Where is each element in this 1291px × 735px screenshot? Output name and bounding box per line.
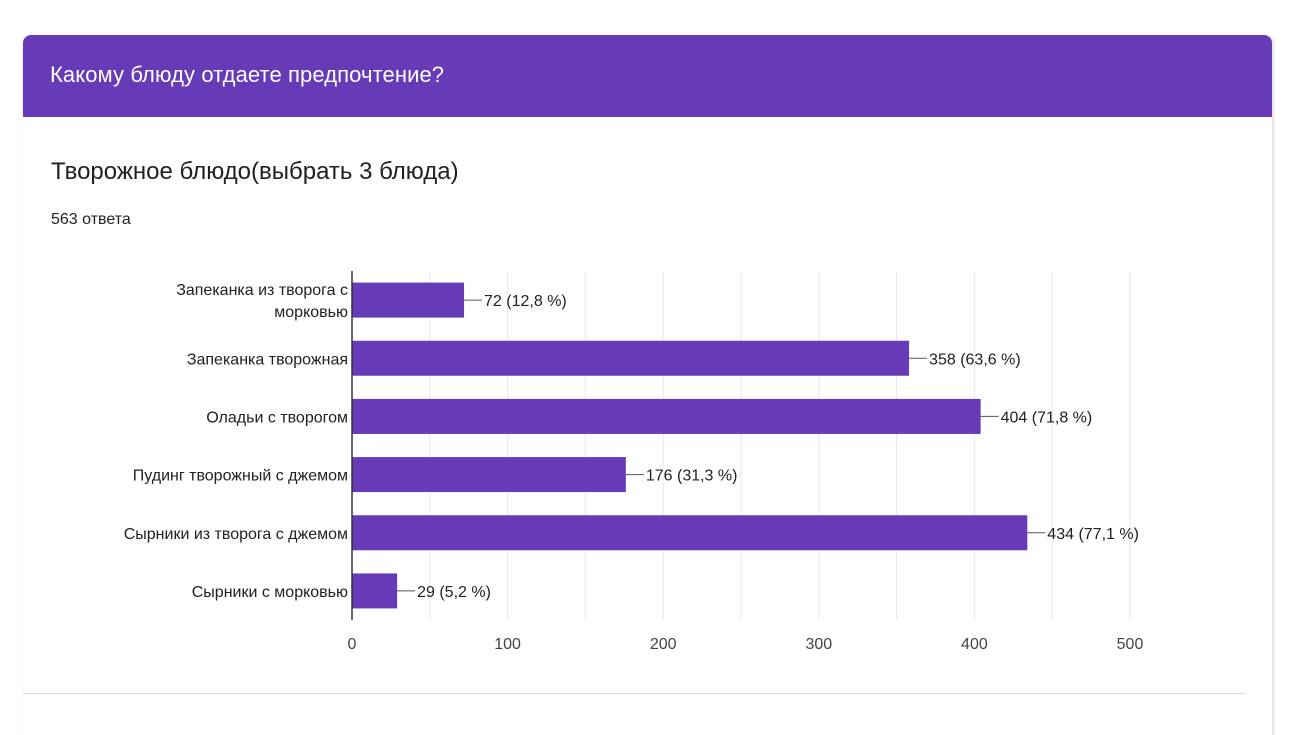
category-label: Запеканка творожная: [187, 351, 348, 368]
bar: [352, 573, 398, 609]
x-tick-label: 100: [494, 636, 521, 653]
data-label: 404 (71,8 %): [1001, 409, 1093, 426]
x-tick-label: 400: [961, 636, 988, 653]
divider: [23, 693, 1245, 694]
x-tick-label: 0: [348, 636, 357, 653]
data-label: 434 (77,1 %): [1047, 526, 1139, 543]
bar-chart: 0 100 200 300 400 500 72 (12,8 %) Запеканка из …: [124, 271, 1144, 653]
data-label: 358 (63,6 %): [929, 351, 1021, 368]
category-label: Сырники с морковью: [192, 584, 348, 601]
bar: [352, 457, 626, 493]
bar: [352, 398, 981, 434]
category-label: Сырники из творога с джемом: [124, 526, 348, 543]
section-title: Какому блюду отдаете предпочтение?: [50, 62, 445, 87]
data-label: 29 (5,2 %): [417, 584, 491, 601]
bar: [352, 282, 465, 318]
x-tick-label: 500: [1117, 636, 1144, 653]
category-label: Запеканка из творога с: [176, 282, 348, 299]
category-label: Оладьи с творогом: [206, 409, 348, 426]
x-tick-label: 200: [650, 636, 677, 653]
bar: [352, 340, 910, 376]
question-title: Творожное блюдо(выбрать 3 блюда): [51, 158, 459, 185]
category-label: Пудинг творожный с джемом: [133, 468, 348, 485]
x-tick-label: 300: [805, 636, 832, 653]
bar: [352, 515, 1028, 551]
section-header: Какому блюду отдаете предпочтение?: [23, 35, 1272, 117]
data-label: 176 (31,3 %): [646, 468, 738, 485]
data-label: 72 (12,8 %): [484, 293, 567, 310]
response-card: Какому блюду отдаете предпочтение? Творо…: [23, 35, 1273, 735]
response-count: 563 ответа: [51, 211, 131, 228]
category-label: морковью: [274, 304, 348, 321]
